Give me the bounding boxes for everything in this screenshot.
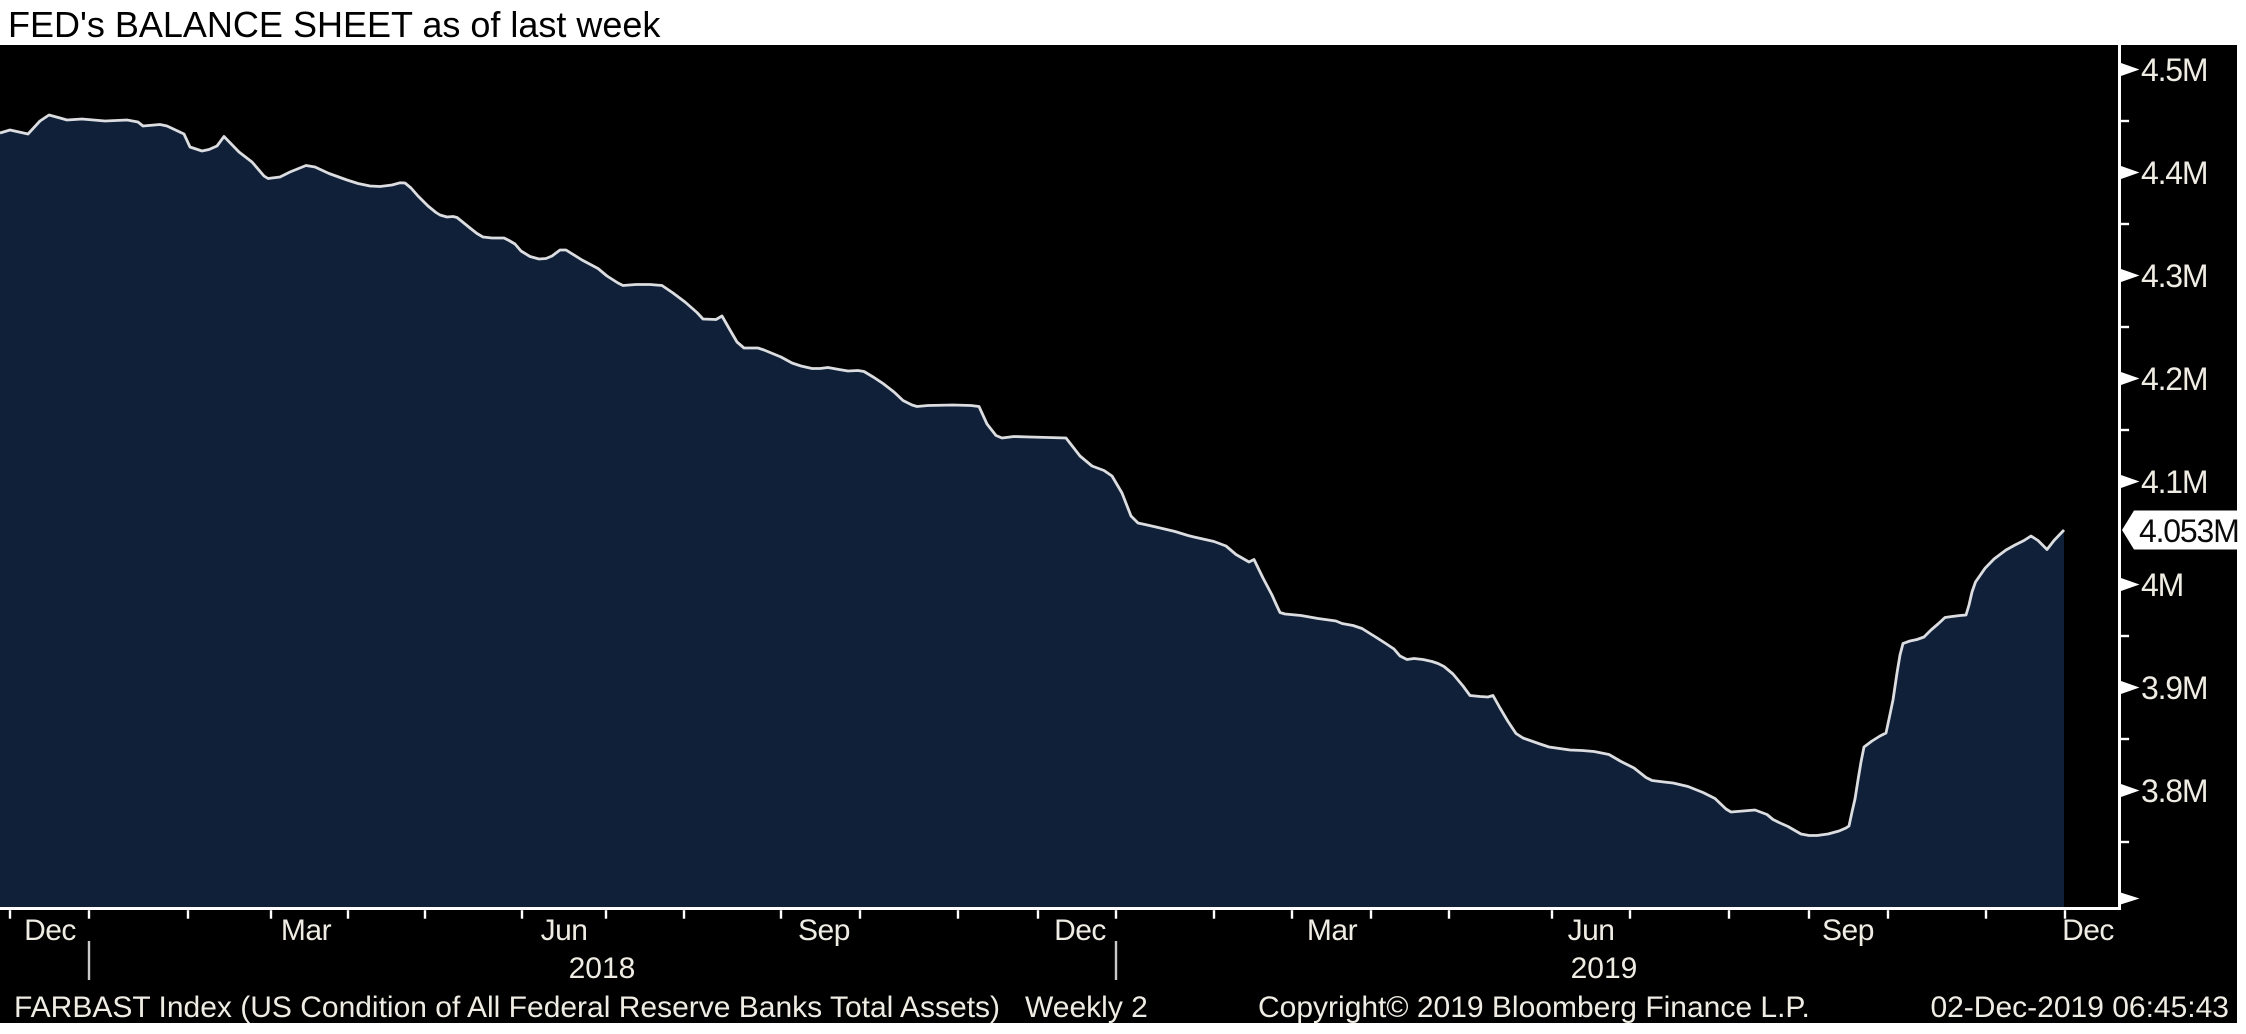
svg-text:4.5M: 4.5M bbox=[2141, 52, 2207, 88]
svg-text:Sep: Sep bbox=[1822, 914, 1874, 947]
svg-text:4.4M: 4.4M bbox=[2141, 155, 2207, 191]
svg-text:02-Dec-2019 06:45:43: 02-Dec-2019 06:45:43 bbox=[1930, 991, 2229, 1024]
svg-text:3.9M: 3.9M bbox=[2141, 670, 2207, 706]
svg-text:2019: 2019 bbox=[1571, 952, 1638, 985]
svg-text:Dec: Dec bbox=[2062, 914, 2114, 947]
svg-text:4M: 4M bbox=[2141, 567, 2183, 603]
svg-text:Dec: Dec bbox=[24, 914, 76, 947]
svg-text:FARBAST Index (US Condition of: FARBAST Index (US Condition of All Feder… bbox=[14, 991, 1148, 1024]
svg-text:4.053M: 4.053M bbox=[2139, 513, 2239, 549]
svg-text:4.2M: 4.2M bbox=[2141, 361, 2207, 397]
svg-text:2018: 2018 bbox=[569, 952, 636, 985]
svg-text:Copyright© 2019 Bloomberg Fina: Copyright© 2019 Bloomberg Finance L.P. bbox=[1258, 991, 1810, 1024]
svg-text:4.3M: 4.3M bbox=[2141, 258, 2207, 294]
svg-text:Jun: Jun bbox=[1568, 914, 1615, 947]
svg-text:Mar: Mar bbox=[1307, 914, 1358, 947]
svg-text:FED's BALANCE SHEET as of last: FED's BALANCE SHEET as of last week bbox=[8, 4, 661, 45]
svg-text:Jun: Jun bbox=[541, 914, 588, 947]
svg-text:Sep: Sep bbox=[798, 914, 850, 947]
svg-text:Dec: Dec bbox=[1054, 914, 1106, 947]
svg-text:Mar: Mar bbox=[281, 914, 332, 947]
svg-text:3.8M: 3.8M bbox=[2141, 773, 2207, 809]
svg-text:4.1M: 4.1M bbox=[2141, 464, 2207, 500]
